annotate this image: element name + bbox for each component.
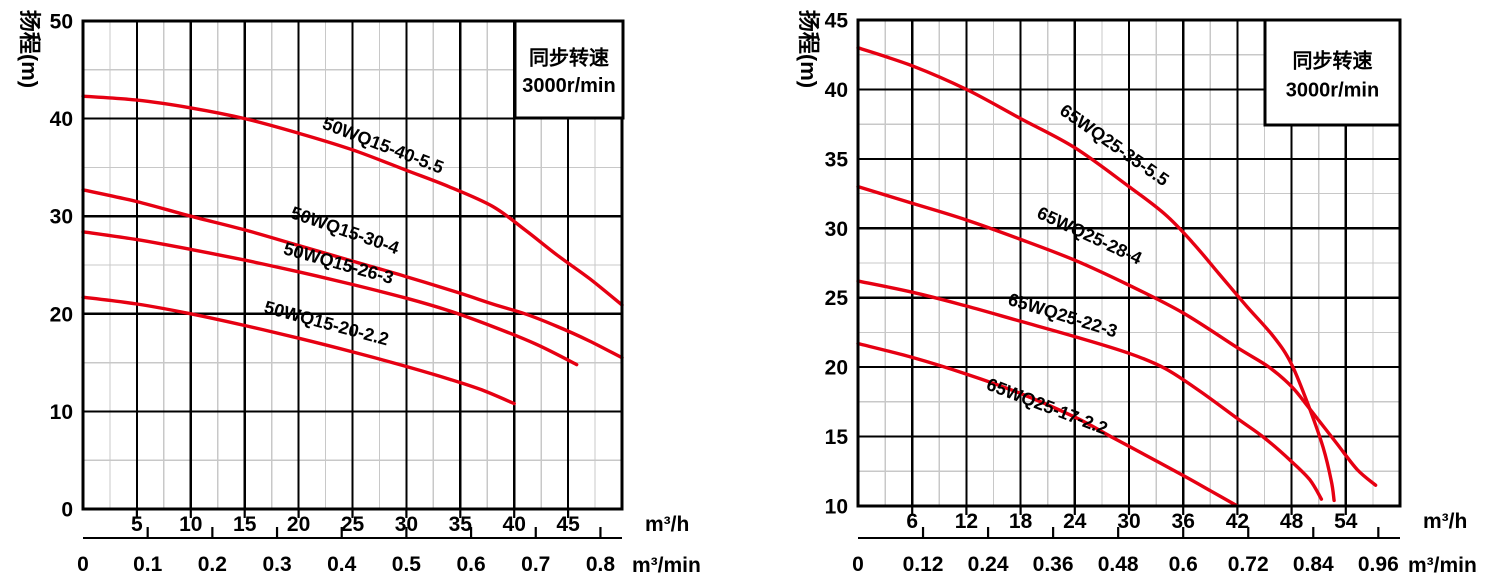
x-tick-label: 10	[179, 513, 202, 536]
y-tick-label: 10	[50, 401, 73, 424]
x-tick-label: 42	[1226, 510, 1249, 533]
curve-65WQ25-17-2.2	[856, 341, 1240, 508]
x-tick-label: 48	[1280, 510, 1304, 533]
secondary-x-tick-label: 0.96	[1358, 553, 1399, 576]
x-tick-label: 30	[395, 513, 418, 536]
legend-line1: 同步转速	[529, 46, 609, 70]
secondary-x-tick-label: 0	[77, 553, 89, 576]
y-axis-title: 扬程(m)	[796, 10, 821, 88]
curve-65WQ25-22-3	[856, 279, 1324, 501]
y-axis-title: 扬程(m)	[17, 10, 42, 88]
secondary-x-tick-label: 0.7	[521, 553, 550, 576]
x-tick-label: 5	[131, 513, 143, 536]
legend-box: 同步转速 3000r/min	[513, 19, 625, 120]
x-tick-label: 18	[1009, 510, 1033, 533]
secondary-x-tick-label: 0.48	[1098, 553, 1139, 576]
x-tick-label: 35	[449, 513, 473, 536]
legend-line2: 3000r/min	[1286, 80, 1379, 102]
x-tick-label: 40	[503, 513, 526, 536]
secondary-x-tick-label: 0.72	[1228, 553, 1269, 576]
secondary-x-tick-label: 0.1	[133, 553, 163, 576]
y-tick-label: 35	[825, 148, 849, 171]
curve-label-50WQ15-20-2.2: 50WQ15-20-2.2	[262, 297, 391, 349]
x-tick-label: 12	[955, 510, 978, 533]
x-tick-label: 25	[341, 513, 365, 536]
curve-65WQ25-28-4	[856, 184, 1378, 487]
x-tick-label: 30	[1117, 510, 1140, 533]
y-tick-label: 30	[50, 206, 73, 229]
x-tick-label: 45	[556, 513, 580, 536]
secondary-x-tick-label: 0.24	[968, 553, 1009, 576]
legend-box: 同步转速 3000r/min	[1263, 18, 1402, 127]
secondary-x-tick-label: 0.3	[262, 553, 291, 576]
x-tick-label: 6	[906, 510, 918, 533]
y-tick-label: 20	[825, 357, 848, 380]
x-tick-label: 36	[1172, 510, 1195, 533]
secondary-x-unit-label: m³/min	[632, 554, 701, 577]
x-tick-label: 15	[233, 513, 257, 536]
curve-50WQ15-40-5.5	[81, 94, 624, 307]
curve-50WQ15-20-2.2	[81, 295, 516, 406]
chart-50WQ15: 5 10 15 20 25 30 35 40 45 m³/h 50 40 30 20 10 0 0 0.1 0.2 0…	[17, 10, 701, 577]
secondary-x-tick-label: 0.12	[903, 553, 944, 576]
secondary-x-tick-label: 0.4	[327, 553, 357, 576]
legend-line2: 3000r/min	[522, 75, 615, 97]
y-tick-label: 40	[50, 108, 73, 131]
chart-65WQ25: 6 12 18 24 30 36 42 48 54 m³/h 45 40 35 30 25 20 15 10 0 0.…	[796, 10, 1477, 578]
legend-rect	[513, 19, 625, 120]
secondary-x-tick-label: 0.8	[586, 553, 616, 576]
secondary-x-tick-label: 0.36	[1033, 553, 1074, 576]
y-tick-label: 50	[50, 11, 73, 34]
y-tick-label: 0	[61, 499, 73, 522]
y-tick-label: 20	[50, 303, 73, 326]
legend-line1: 同步转速	[1293, 48, 1373, 72]
secondary-x-tick-label: 0	[852, 553, 864, 576]
y-tick-label: 15	[825, 426, 849, 449]
x-tick-label: 24	[1063, 510, 1087, 533]
y-tick-label: 10	[825, 496, 848, 519]
secondary-x-tick-label: 0.84	[1293, 553, 1334, 576]
curve-50WQ15-26-3	[81, 230, 579, 367]
curve-50WQ15-30-4	[81, 188, 624, 360]
x-tick-label: 54	[1334, 510, 1358, 533]
secondary-x-tick-label: 0.6	[456, 553, 485, 576]
y-tick-label: 25	[825, 287, 849, 310]
grid	[83, 21, 622, 509]
secondary-x-tick-label: 0.6	[1169, 553, 1198, 576]
y-tick-label: 40	[825, 79, 848, 102]
y-tick-label: 30	[825, 218, 848, 241]
y-tick-label: 45	[825, 10, 849, 33]
x-unit-label: m³/h	[1423, 510, 1467, 533]
x-tick-label: 20	[287, 513, 310, 536]
legend-rect	[1263, 18, 1402, 127]
x-unit-label: m³/h	[645, 513, 689, 536]
secondary-x-tick-label: 0.5	[392, 553, 422, 576]
curve-65WQ25-35-5.5	[856, 46, 1336, 503]
secondary-x-unit-label: m³/min	[1408, 554, 1477, 577]
secondary-x-tick-label: 0.2	[198, 553, 227, 576]
